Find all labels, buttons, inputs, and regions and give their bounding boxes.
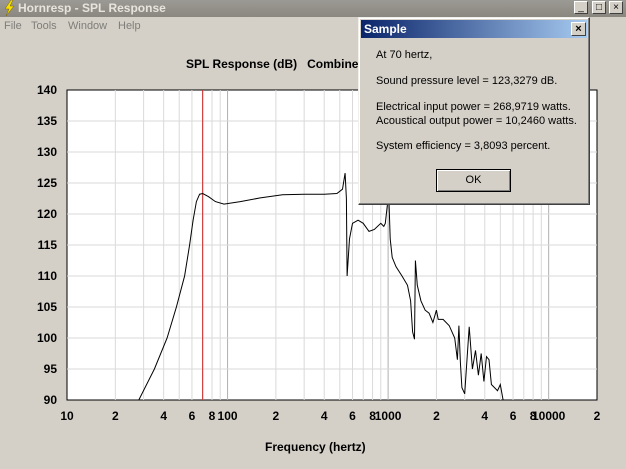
hornresp-app-icon <box>4 0 15 16</box>
x-tick-label: 2 <box>433 409 440 423</box>
dialog-output-power-text: Acoustical output power = 10,2460 watts. <box>376 115 577 127</box>
chart-title: SPL Response (dB) Combined <box>186 57 366 71</box>
y-tick-label: 125 <box>37 176 57 190</box>
spl-curve <box>138 173 504 401</box>
x-tick-label: 4 <box>160 409 167 423</box>
y-tick-label: 110 <box>38 269 58 283</box>
y-tick-label: 105 <box>37 300 57 314</box>
x-tick-label: 2 <box>594 409 601 423</box>
dialog-titlebar: Sample × <box>361 20 587 38</box>
maximize-button[interactable]: □ <box>592 1 606 14</box>
menu-window[interactable]: Window <box>68 20 108 32</box>
dialog-close-button[interactable]: × <box>571 22 586 36</box>
sample-dialog: Sample × At 70 hertz, Sound pressure lev… <box>358 17 590 205</box>
y-tick-label: 135 <box>37 114 57 128</box>
x-tick-label: 8 <box>530 409 537 423</box>
menu-file[interactable]: File <box>4 20 22 32</box>
window-close-button[interactable]: × <box>609 1 623 14</box>
ok-button[interactable]: OK <box>436 169 511 192</box>
x-tick-label: 2 <box>112 409 119 423</box>
window-titlebar: Hornresp - SPL Response _ □ × <box>0 0 626 17</box>
x-tick-label: 8 <box>209 409 216 423</box>
window-title: Hornresp - SPL Response <box>18 1 166 15</box>
menu-tools[interactable]: Tools <box>31 20 57 32</box>
y-tick-label: 120 <box>37 207 57 221</box>
x-axis-label: Frequency (hertz) <box>265 440 366 454</box>
dialog-title: Sample <box>364 22 407 36</box>
y-axis-ticks: 140 135 130 125 120 115 110 105 100 95 90 <box>37 83 57 407</box>
x-tick-label: 10 <box>60 409 74 423</box>
y-tick-label: 115 <box>38 238 58 252</box>
dialog-input-power-text: Electrical input power = 268,9719 watts. <box>376 101 571 113</box>
x-tick-label: 100 <box>218 409 238 423</box>
x-tick-label: 2 <box>273 409 280 423</box>
x-tick-label: 8 <box>369 409 376 423</box>
menu-bar: File Tools Window Help <box>0 17 626 37</box>
x-tick-label: 4 <box>481 409 488 423</box>
dialog-frequency-text: At 70 hertz, <box>376 49 433 61</box>
minimize-button[interactable]: _ <box>574 1 588 14</box>
y-tick-label: 95 <box>44 362 58 376</box>
x-tick-label: 10000 <box>532 409 566 423</box>
dialog-spl-text: Sound pressure level = 123,3279 dB. <box>376 75 558 87</box>
x-tick-label: 6 <box>349 409 356 423</box>
x-tick-label: 1000 <box>375 409 402 423</box>
dialog-efficiency-text: System efficiency = 3,8093 percent. <box>376 140 551 152</box>
y-tick-label: 100 <box>37 331 57 345</box>
y-tick-label: 90 <box>44 393 58 407</box>
y-tick-label: 140 <box>37 83 57 97</box>
y-tick-label: 130 <box>37 145 57 159</box>
menu-help[interactable]: Help <box>118 20 141 32</box>
x-tick-label: 6 <box>189 409 196 423</box>
x-tick-label: 4 <box>321 409 328 423</box>
x-tick-label: 6 <box>510 409 517 423</box>
